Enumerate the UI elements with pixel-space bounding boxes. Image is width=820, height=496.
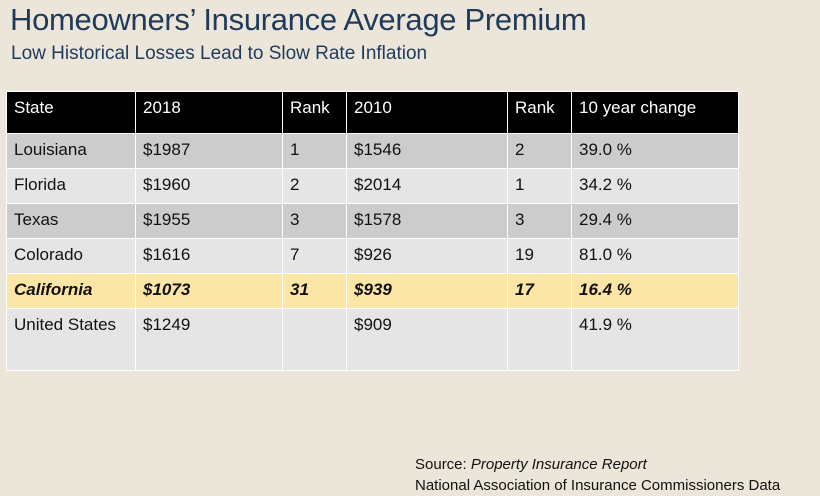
table-cell: United States (6, 308, 136, 371)
table-cell: 2 (282, 168, 347, 204)
header-row: State 2018 Rank 2010 Rank 10 year change (6, 91, 739, 134)
table-cell: $1073 (135, 273, 283, 309)
table-cell: $1616 (135, 238, 283, 274)
table-cell: $909 (346, 308, 508, 371)
table-row: Texas $1955 3 $1578 3 29.4 % (6, 203, 739, 239)
table-cell: 16.4 % (571, 273, 739, 309)
table-cell: 29.4 % (571, 203, 739, 239)
table-cell: $926 (346, 238, 508, 274)
table-row: Louisiana $1987 1 $1546 2 39.0 % (6, 133, 739, 169)
title: Homeowners’ Insurance Average Premium (10, 2, 587, 37)
column-header: Rank (507, 91, 572, 134)
table-cell: 1 (282, 133, 347, 169)
table-cell: 7 (282, 238, 347, 274)
table-cell: $1955 (135, 203, 283, 239)
source: Source: Property Insurance Report Nation… (415, 454, 780, 496)
table-cell: $1578 (346, 203, 508, 239)
table-cell (507, 308, 572, 371)
table-cell: $1249 (135, 308, 283, 371)
table-cell: 34.2 % (571, 168, 739, 204)
column-header: State (6, 91, 136, 134)
table-cell: 3 (507, 203, 572, 239)
table-cell: 81.0 % (571, 238, 739, 274)
table-cell: 19 (507, 238, 572, 274)
source-line: Source: Property Insurance Report (415, 454, 780, 475)
table-row: California $1073 31 $939 17 16.4 % (6, 273, 739, 309)
table-cell: 1 (507, 168, 572, 204)
table-row: Florida $1960 2 $2014 1 34.2 % (6, 168, 739, 204)
column-header: 2010 (346, 91, 508, 134)
table-cell: Louisiana (6, 133, 136, 169)
table-cell: $1960 (135, 168, 283, 204)
subtitle: Low Historical Losses Lead to Slow Rate … (11, 43, 428, 64)
table-cell: $2014 (346, 168, 508, 204)
table-cell: California (6, 273, 136, 309)
source-label: Source: (415, 456, 467, 473)
table-cell: 3 (282, 203, 347, 239)
table-cell: $1987 (135, 133, 283, 169)
source-title: Property Insurance Report (470, 456, 647, 473)
column-header: Rank (282, 91, 347, 134)
table-body: Louisiana $1987 1 $1546 2 39.0 % Florida $1960 2… (6, 133, 739, 371)
table-cell: 39.0 % (571, 133, 739, 169)
table-cell: 31 (282, 273, 347, 309)
table-cell: Florida (6, 168, 136, 204)
table-row: United States $1249 $909 41.9 % (6, 308, 739, 371)
column-header: 2018 (135, 91, 283, 134)
table-cell: 17 (507, 273, 572, 309)
table-cell: $1546 (346, 133, 508, 169)
table-row: Colorado $1616 7 $926 19 81.0 % (6, 238, 739, 274)
premium-table: State 2018 Rank 2010 Rank 10 year change Loui… (6, 91, 739, 371)
table-cell (282, 308, 347, 371)
source-org: National Association of Insurance Commis… (415, 477, 781, 494)
table-cell: 41.9 % (571, 308, 739, 371)
table-cell: Texas (6, 203, 136, 239)
column-header: 10 year change (571, 91, 739, 134)
table-cell: $939 (346, 273, 508, 309)
table-cell: Colorado (6, 238, 136, 274)
table-cell: 2 (507, 133, 572, 169)
